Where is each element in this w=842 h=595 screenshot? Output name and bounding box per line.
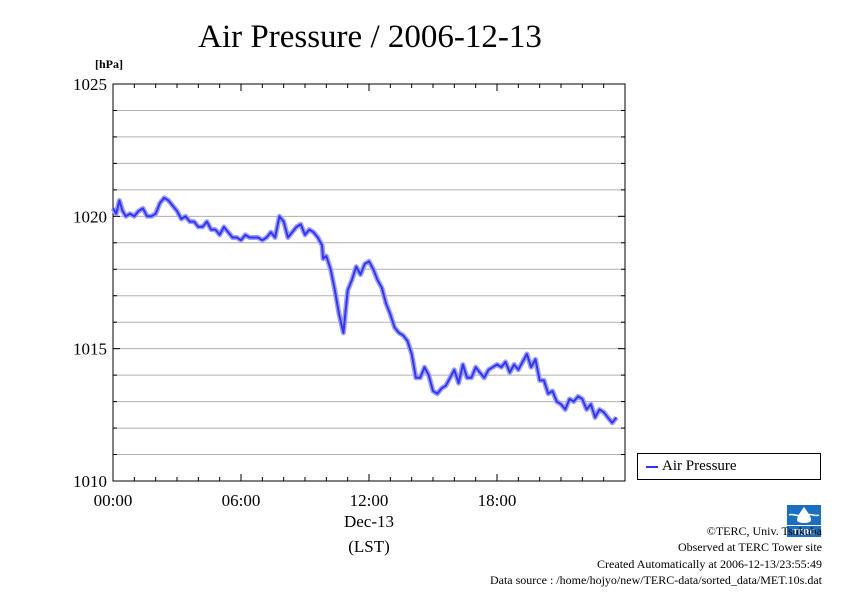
x-axis-title: (LST) bbox=[348, 537, 390, 556]
logo-text: TERC bbox=[793, 528, 816, 537]
chart-title: Air Pressure / 2006-12-13 bbox=[198, 19, 542, 55]
y-tick-label: 1015 bbox=[73, 340, 107, 359]
y-tick-labels: 1010 1015 1020 1025 bbox=[73, 75, 107, 491]
x-axis-date-label: Dec-13 bbox=[344, 512, 394, 531]
legend-swatch-air-pressure bbox=[646, 466, 658, 468]
plot-area-frame bbox=[112, 83, 626, 482]
terc-logo: TERC bbox=[785, 503, 823, 539]
footer-observed: Observed at TERC Tower site bbox=[677, 540, 822, 554]
legend-label-air-pressure: Air Pressure bbox=[662, 458, 737, 474]
x-tick-label: 06:00 bbox=[222, 491, 261, 510]
grid-lines bbox=[113, 109, 625, 456]
series-layer bbox=[110, 195, 619, 426]
y-axis-unit-label: [hPa] bbox=[95, 57, 123, 71]
x-tick-labels: 00:00 06:00 12:00 18:00 bbox=[94, 491, 517, 510]
series-halo-air-pressure bbox=[110, 195, 619, 426]
footer-created: Created Automatically at 2006-12-13/23:5… bbox=[597, 557, 822, 571]
footer-copyright: ©TERC, Univ. Tsukuba bbox=[706, 524, 822, 538]
y-tick-label: 1020 bbox=[73, 207, 107, 226]
series-line-air-pressure bbox=[112, 196, 618, 424]
axis-ticks bbox=[112, 83, 626, 482]
x-tick-label: 12:00 bbox=[350, 491, 389, 510]
y-tick-label: 1010 bbox=[73, 472, 107, 491]
x-tick-label: 00:00 bbox=[94, 491, 133, 510]
y-tick-label: 1025 bbox=[73, 75, 107, 94]
legend: Air Pressure bbox=[637, 453, 821, 480]
footer-source: Data source : /home/hojyo/new/TERC-data/… bbox=[489, 573, 822, 587]
x-tick-label: 18:00 bbox=[478, 491, 517, 510]
